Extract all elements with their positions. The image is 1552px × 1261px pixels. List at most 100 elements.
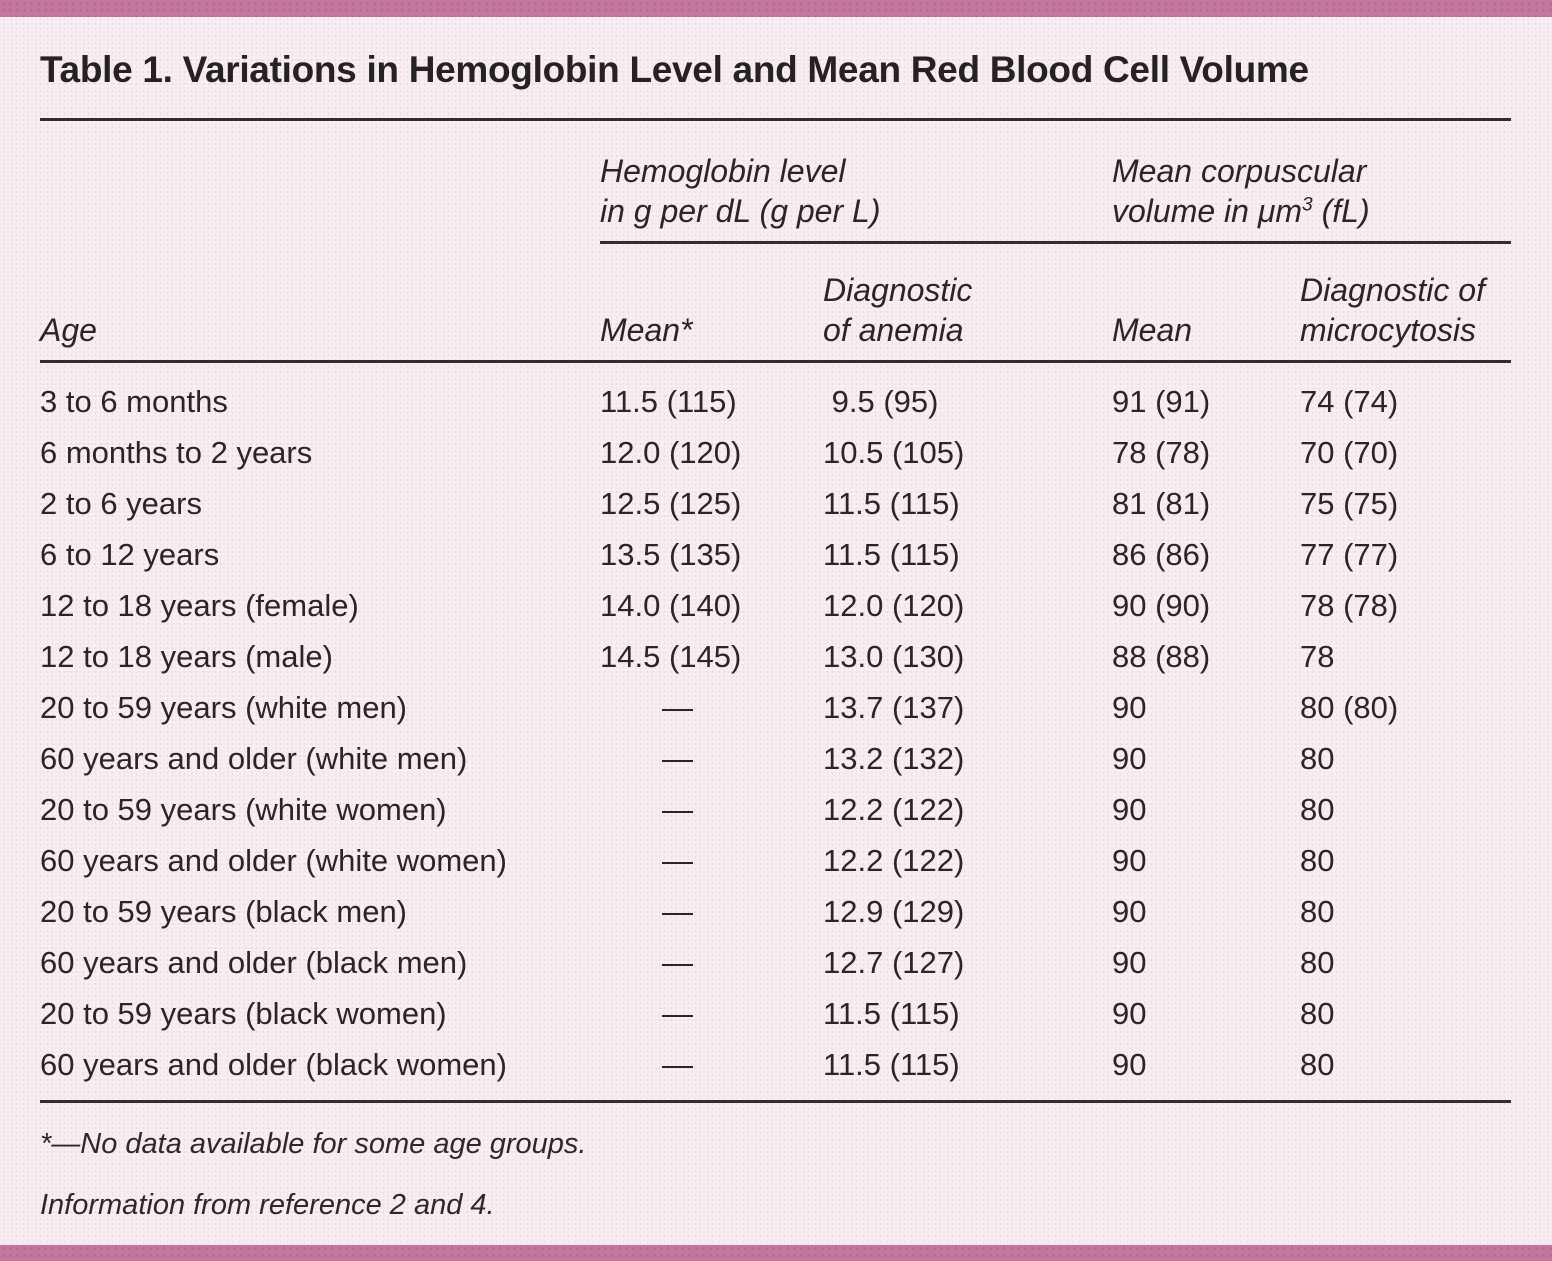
group-underline [600,241,1511,244]
column-header-age: Age [40,312,97,348]
cell-hgb-mean: — [662,741,693,776]
table-container: Table 1. Variations in Hemoglobin Level … [40,0,1511,1220]
cell-age: 20 to 59 years (white women) [40,792,447,827]
bottom-border-bar [0,1245,1552,1261]
table-row: 60 years and older (white men) — 13.2 (132… [40,733,1511,784]
group-mcv-line2-post: (fL) [1312,193,1370,229]
cell-mcv-mean: 90 [1112,1047,1147,1082]
title-divider [40,118,1511,121]
cell-hgb-mean: — [662,792,693,827]
cell-hgb-mean: 14.0 (140) [600,588,742,623]
column-header-microcytosis-line1: Diagnostic of [1300,272,1485,308]
cell-mcv-mean: 90 [1112,996,1147,1031]
table-row: 20 to 59 years (black women) — 11.5 (115) 9… [40,988,1511,1039]
cell-mcv-mean: 90 [1112,945,1147,980]
cell-anemia: 11.5 (115) [823,996,960,1031]
cell-age: 12 to 18 years (male) [40,639,333,674]
cell-microcytosis: 80 [1300,741,1335,776]
cell-anemia: 13.7 (137) [823,690,965,725]
cell-microcytosis: 74 (74) [1300,384,1399,419]
cell-anemia: 11.5 (115) [823,486,960,521]
group-mcv-superscript: 3 [1302,194,1313,216]
group-mcv-line2: volume in μm3 (fL) [1112,191,1511,231]
cell-microcytosis: 78 (78) [1300,588,1399,623]
cell-hgb-mean: — [662,894,693,929]
cell-microcytosis: 80 [1300,843,1335,878]
cell-age: 60 years and older (black men) [40,945,468,980]
cell-mcv-mean: 90 [1112,894,1147,929]
cell-microcytosis: 80 [1300,792,1335,827]
cell-mcv-mean: 90 [1112,792,1147,827]
cell-microcytosis: 80 [1300,894,1335,929]
cell-microcytosis: 78 [1300,639,1335,674]
cell-age: 12 to 18 years (female) [40,588,359,623]
column-header-mcv-mean: Mean [1112,312,1193,348]
cell-hgb-mean: — [662,843,693,878]
cell-hgb-mean: 14.5 (145) [600,639,742,674]
cell-age: 20 to 59 years (black women) [40,996,447,1031]
cell-age: 2 to 6 years [40,486,202,521]
table-row: 20 to 59 years (white women) — 12.2 (122) 9… [40,784,1511,835]
cell-age: 60 years and older (white women) [40,843,507,878]
group-hemoglobin-line2: in g per dL (g per L) [600,193,881,229]
cell-anemia: 12.7 (127) [823,945,965,980]
cell-mcv-mean: 90 [1112,843,1147,878]
cell-microcytosis: 75 (75) [1300,486,1399,521]
cell-mcv-mean: 90 (90) [1112,588,1211,623]
cell-mcv-mean: 90 [1112,690,1147,725]
column-header-anemia-line1: Diagnostic [823,272,973,308]
cell-hgb-mean: — [662,1047,693,1082]
table-row: 12 to 18 years (male) 14.5 (145) 13.0 (130… [40,631,1511,682]
cell-microcytosis: 70 (70) [1300,435,1399,470]
table-title: Table 1. Variations in Hemoglobin Level … [40,49,1309,90]
cell-mcv-mean: 90 [1112,741,1147,776]
cell-hgb-mean: 11.5 (115) [600,384,737,419]
footnote-reference: Information from reference 2 and 4. [40,1189,495,1221]
table-row: 6 months to 2 years 12.0 (120) 10.5 (105) 7… [40,427,1511,478]
group-hemoglobin-line1: Hemoglobin level [600,153,846,189]
table-row: 60 years and older (black men) — 12.7 (127… [40,937,1511,988]
cell-age: 20 to 59 years (black men) [40,894,408,929]
cell-hgb-mean: — [662,996,693,1031]
cell-hgb-mean: 12.0 (120) [600,435,742,470]
top-border-bar [0,0,1552,17]
cell-age: 60 years and older (white men) [40,741,468,776]
cell-hgb-mean: 13.5 (135) [600,537,742,572]
cell-anemia: 12.2 (122) [823,792,965,827]
body-divider [40,1100,1511,1103]
group-mcv-line1: Mean corpuscular [1112,153,1367,189]
column-header-anemia-line2: of anemia [823,312,964,348]
cell-hgb-mean: 12.5 (125) [600,486,742,521]
cell-anemia: 13.0 (130) [823,639,965,674]
table-row: 2 to 6 years 12.5 (125) 11.5 (115) 81 (81) 7… [40,478,1511,529]
cell-age: 6 to 12 years [40,537,220,572]
header-divider [40,360,1511,363]
column-group-mcv: Mean corpuscular volume in μm3 (fL) [1112,151,1511,231]
table-row: 3 to 6 months 11.5 (115) 9.5 (95) 91 (91) 7… [40,376,1511,427]
cell-mcv-mean: 88 (88) [1112,639,1211,674]
cell-hgb-mean: — [662,690,693,725]
cell-mcv-mean: 86 (86) [1112,537,1211,572]
table-row: 12 to 18 years (female) 14.0 (140) 12.0 (1… [40,580,1511,631]
cell-hgb-mean: — [662,945,693,980]
cell-mcv-mean: 81 (81) [1112,486,1211,521]
cell-mcv-mean: 78 (78) [1112,435,1211,470]
cell-mcv-mean: 91 (91) [1112,384,1211,419]
table-header: Hemoglobin level in g per dL (g per L) M… [40,151,1511,350]
cell-age: 3 to 6 months [40,384,228,419]
table-row: 6 to 12 years 13.5 (135) 11.5 (115) 86 (86)… [40,529,1511,580]
column-group-hemoglobin: Hemoglobin level in g per dL (g per L) [600,151,1112,231]
table-body: 3 to 6 months 11.5 (115) 9.5 (95) 91 (91) 7… [40,363,1511,1090]
cell-age: 60 years and older (black women) [40,1047,507,1082]
column-header-anemia: Diagnostic of anemia [823,270,1112,350]
table-row: 20 to 59 years (white men) — 13.7 (137) 90 8… [40,682,1511,733]
cell-microcytosis: 80 (80) [1300,690,1399,725]
cell-age: 20 to 59 years (white men) [40,690,408,725]
group-mcv-line2-pre: volume in μm [1112,193,1303,229]
cell-microcytosis: 77 (77) [1300,537,1399,572]
cell-microcytosis: 80 [1300,1047,1335,1082]
cell-anemia: 12.9 (129) [823,894,965,929]
cell-anemia: 11.5 (115) [823,537,960,572]
cell-microcytosis: 80 [1300,945,1335,980]
